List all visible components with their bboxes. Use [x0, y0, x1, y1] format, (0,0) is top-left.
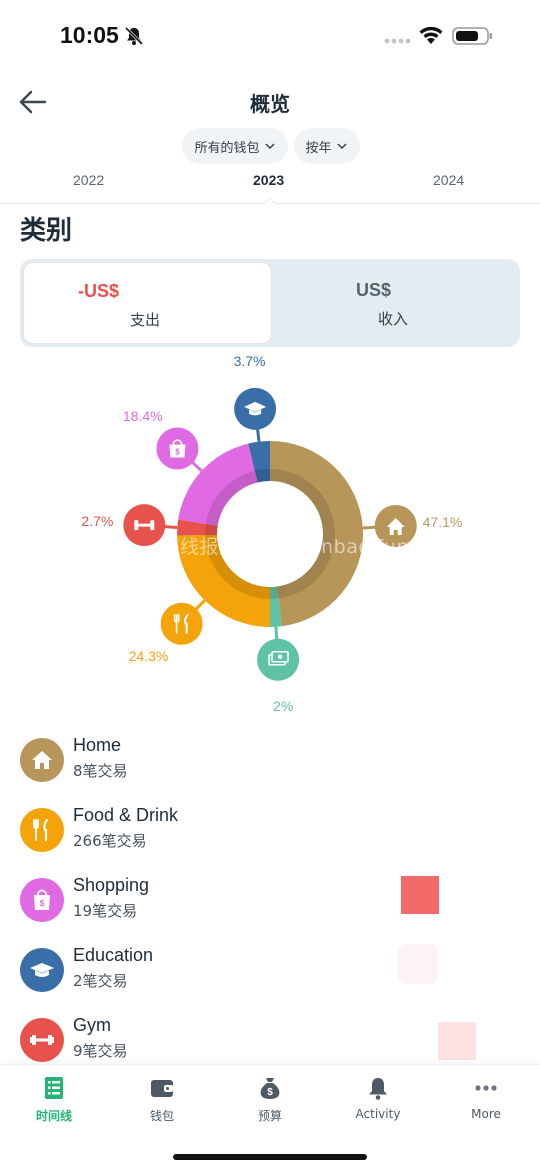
donut-slice-0[interactable]: [270, 441, 363, 627]
category-name: Food & Drink: [73, 805, 179, 825]
income-tab[interactable]: US$ 收入: [272, 262, 517, 344]
bell-off-icon: [124, 26, 144, 46]
battery-icon: [452, 27, 492, 45]
category-icon-home: [20, 738, 64, 782]
slice-percent-label: 2.7%: [81, 512, 114, 529]
utensils-icon: [160, 602, 203, 645]
category-item-food-drink[interactable]: Food & Drink 266笔交易: [0, 800, 540, 864]
category-count: 2笔交易: [73, 972, 128, 990]
tab-wallet[interactable]: 钱包: [108, 1075, 216, 1135]
category-item-shopping[interactable]: $ Shopping 19笔交易: [0, 870, 540, 934]
tab-label: More: [471, 1107, 501, 1121]
slice-percent-label: 18.4%: [122, 407, 163, 424]
donut-slice-2[interactable]: [177, 534, 270, 627]
home-indicator: [173, 1154, 367, 1160]
tab-budget[interactable]: $ 预算: [216, 1075, 324, 1135]
expense-label: 支出: [130, 311, 161, 329]
money-bag-icon: $: [260, 1078, 280, 1099]
year-tab-2022[interactable]: 2022: [73, 172, 105, 188]
wallet-icon: [151, 1080, 173, 1097]
wifi-icon: [419, 26, 443, 44]
redacted-amount-block: [438, 1022, 476, 1060]
category-item-home[interactable]: Home 8笔交易: [0, 730, 540, 794]
wallet-filter-label: 所有的钱包: [194, 140, 260, 156]
arrow-left-icon: [19, 90, 47, 114]
bell-icon: [369, 1078, 387, 1100]
back-button[interactable]: [14, 84, 52, 120]
category-icon-gym: [20, 1018, 64, 1062]
slice-percent-label: 2%: [273, 697, 294, 714]
shopping-bag-icon: $: [156, 427, 199, 470]
expense-tab[interactable]: -US$ 支出: [23, 262, 272, 344]
expense-amount: -US$: [78, 281, 120, 301]
income-amount: US$: [356, 280, 392, 300]
bottom-tab-bar: 时间线 钱包 $ 预算 Activity: [0, 1064, 540, 1170]
donut-inner-shadow: [205, 469, 335, 599]
category-item-education[interactable]: Education 2笔交易: [0, 940, 540, 1004]
tab-label: Activity: [355, 1107, 401, 1121]
selected-year-caret: [262, 197, 278, 205]
house-icon: [374, 504, 417, 547]
category-count: 9笔交易: [73, 1042, 128, 1060]
svg-text:$: $: [175, 448, 180, 457]
donut-slice-3[interactable]: [177, 519, 218, 536]
donut-slice-1[interactable]: [270, 586, 282, 627]
chevron-down-icon: [264, 143, 275, 150]
chevron-down-icon: [336, 143, 347, 150]
slice-percent-label: 3.7%: [233, 353, 266, 370]
tab-label: 时间线: [35, 1109, 72, 1123]
category-name: Shopping: [73, 875, 150, 895]
category-name: Home: [73, 735, 122, 755]
expense-income-toggle: -US$ 支出 US$ 收入: [20, 259, 520, 347]
tab-label: 钱包: [149, 1109, 174, 1123]
year-tab-2023[interactable]: 2023: [253, 172, 285, 188]
dumbbell-icon: [123, 504, 166, 547]
tab-timeline[interactable]: 时间线: [0, 1075, 108, 1135]
status-time: 10:05: [60, 22, 119, 48]
more-icon: [475, 1085, 497, 1091]
category-icon-food: [20, 808, 64, 852]
dumbbell-icon: [30, 1035, 54, 1045]
watermark-text: 线报酷-new.xianbao.fun: [180, 536, 409, 558]
category-count: 266笔交易: [73, 832, 147, 850]
tab-more[interactable]: More: [432, 1075, 540, 1135]
category-item-gym[interactable]: Gym 9笔交易: [0, 1010, 540, 1074]
donut-slice-4[interactable]: [178, 443, 258, 526]
period-filter-dropdown[interactable]: 按年: [293, 128, 360, 164]
slice-percent-label: 24.3%: [128, 648, 169, 665]
cellular-signal-icon: [384, 38, 411, 44]
status-bar: 10:05: [0, 0, 540, 70]
year-tab-2024[interactable]: 2024: [433, 172, 465, 188]
graduation-cap-icon: [30, 963, 54, 977]
category-name: Education: [73, 945, 154, 965]
slice-percent-label: 47.1%: [422, 513, 463, 530]
redacted-amount-block: [401, 876, 439, 914]
graduation-cap-icon: [234, 387, 277, 430]
income-label: 收入: [378, 310, 409, 328]
category-name: Gym: [73, 1015, 111, 1035]
category-count: 8笔交易: [73, 762, 128, 780]
donut-slice-5[interactable]: [248, 441, 270, 483]
period-filter-label: 按年: [305, 140, 332, 156]
utensils-icon: [33, 818, 49, 842]
tab-activity[interactable]: Activity: [324, 1075, 432, 1135]
redacted-amount-block: [398, 944, 438, 984]
svg-text:$: $: [267, 1087, 273, 1098]
category-count: 19笔交易: [73, 902, 138, 920]
section-title: 类别: [20, 216, 73, 246]
category-icon-education: [20, 948, 64, 992]
filter-row: 所有的钱包 按年: [0, 128, 540, 166]
tab-label: 预算: [257, 1109, 282, 1123]
cash-icon: [257, 638, 300, 681]
timeline-icon: [45, 1077, 63, 1099]
category-donut-chart: $: [123, 387, 417, 681]
svg-text:$: $: [40, 899, 45, 908]
wallet-filter-dropdown[interactable]: 所有的钱包: [182, 128, 288, 164]
category-icon-shopping: $: [20, 878, 64, 922]
page-title: 概览: [250, 92, 290, 116]
house-icon: [32, 751, 52, 769]
shopping-bag-icon: $: [34, 889, 50, 910]
